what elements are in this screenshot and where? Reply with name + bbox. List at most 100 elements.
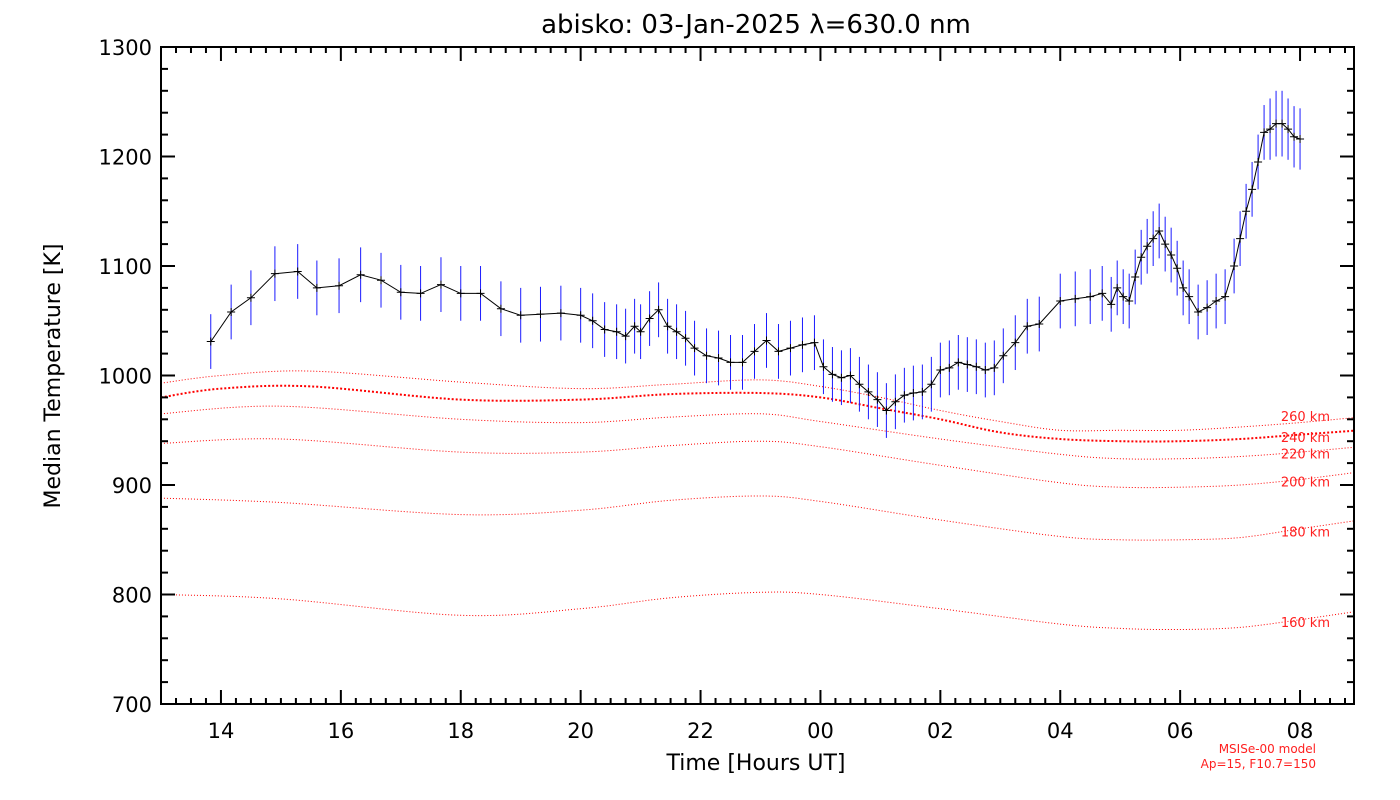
data-point [954,358,963,367]
model-note-line2: Ap=15, F10.7=150 [1201,757,1316,771]
data-point [1131,272,1140,281]
data-point [702,351,711,360]
data-point [864,387,873,396]
data-point [1284,125,1293,134]
model-curve-label: 220 km [1281,448,1330,463]
data-point [672,327,681,336]
y-tick-label: 1100 [99,255,152,279]
data-point [1155,226,1164,235]
data-point [873,395,882,404]
data-point [1296,134,1305,143]
data-point [356,270,365,279]
data-point [1149,234,1158,243]
data-point [396,288,405,297]
data-point [654,305,663,314]
data-point [1179,283,1188,292]
data-point [636,327,645,336]
data-point [819,362,828,371]
data-point [1143,242,1152,251]
data-point [1167,251,1176,260]
data-point [206,337,215,346]
data-point [690,344,699,353]
model-curve-160-km [161,591,1354,631]
x-tick-label: 16 [327,719,354,743]
x-tick-label: 04 [1047,719,1074,743]
data-point [1185,292,1194,301]
data-point [496,304,505,313]
y-axis-label: Median Temperature [K] [41,244,66,509]
model-note-line1: MSISe-00 model [1219,742,1316,756]
data-point [1254,157,1263,166]
x-tick-label: 14 [208,719,235,743]
x-tick-label: 20 [567,719,594,743]
data-point [786,344,795,353]
data-point [945,363,954,372]
data-point [1260,128,1269,137]
data-point [1203,303,1212,312]
data-point [990,363,999,372]
data-point [681,334,690,343]
y-tick-label: 900 [112,474,152,498]
data-point [981,366,990,375]
data-point [1236,234,1245,243]
data-point [270,269,279,278]
data-point [909,389,918,398]
model-curve-label: 200 km [1281,475,1330,490]
tick-labels: 160 km 180 km 200 km 220 km 240 km 260 km 14 16… [99,36,1330,743]
model-curves [161,370,1354,631]
x-tick-label: 00 [807,719,834,743]
data-point [837,373,846,382]
data-point [936,366,945,375]
data-point [645,314,654,323]
data-point [1278,119,1287,128]
data-point [516,311,525,320]
data-point [918,387,927,396]
x-tick-label: 02 [927,719,954,743]
data-point [1071,294,1080,303]
data-point [999,351,1008,360]
data-point [600,325,609,334]
data-point [726,358,735,367]
data-point [738,358,747,367]
data-point [312,283,321,292]
data-point [456,289,465,298]
model-curve-label: 260 km [1281,410,1330,425]
data-point [293,267,302,276]
data-point [1290,132,1299,141]
data-point [963,360,972,369]
data-point [798,340,807,349]
data-point [1221,292,1230,301]
data-point [1194,307,1203,316]
data-point [750,347,759,356]
model-curve-200-km [161,438,1354,489]
data-point [1125,297,1134,306]
data-point [1098,289,1107,298]
x-tick-label: 06 [1167,719,1194,743]
data-point [1248,185,1257,194]
chart-title: abisko: 03-Jan-2025 λ=630.0 nm [541,10,971,40]
model-curve-label: 180 km [1281,526,1330,541]
data-point [227,307,236,316]
axis-ticks [160,46,1354,705]
data-point [900,391,909,400]
data-point [536,310,545,319]
data-point [891,397,900,406]
data-point [774,347,783,356]
data-point [1035,320,1044,329]
data-point [846,371,855,380]
x-tick-label: 18 [447,719,474,743]
data-point [1266,125,1275,134]
data-point [1137,253,1146,262]
data-point [556,309,565,318]
data-point [1056,297,1065,306]
data-point [1212,297,1221,306]
data-point [436,280,445,289]
y-tick-label: 1300 [99,36,152,60]
data-point [416,289,425,298]
data-point [377,276,386,285]
data-point [476,289,485,298]
y-tick-label: 1200 [99,146,152,170]
model-curve-220-km [161,405,1354,460]
